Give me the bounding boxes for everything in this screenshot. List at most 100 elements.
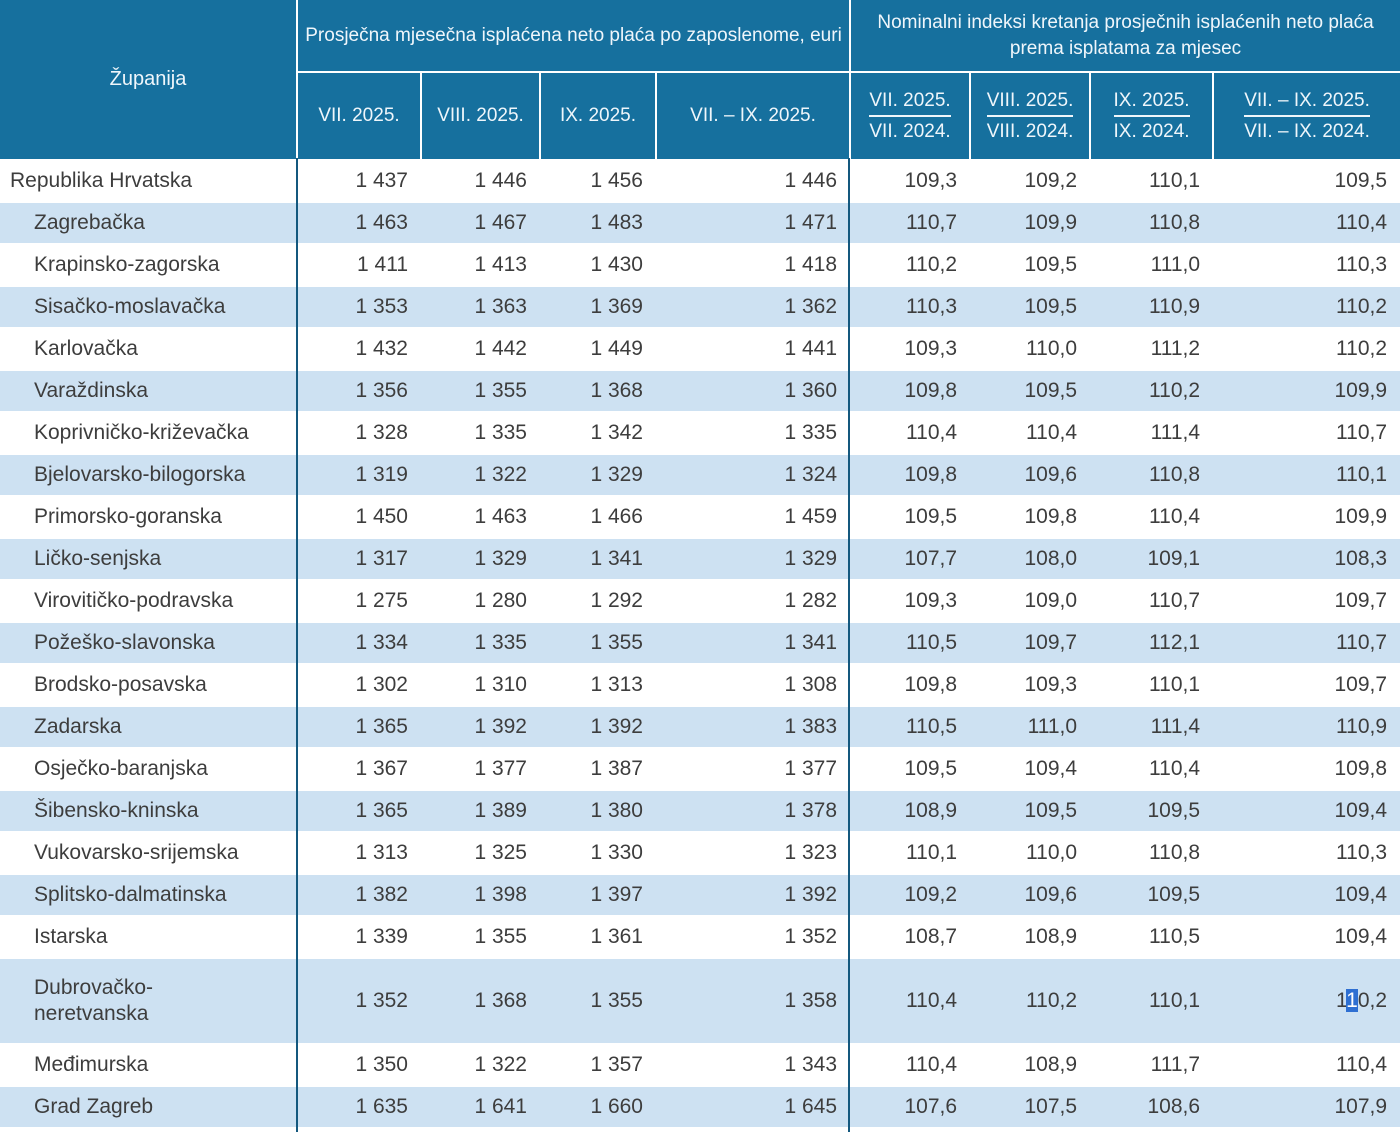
- index-denominator: VIII. 2024.: [986, 120, 1074, 142]
- salary-value: 1 392: [421, 705, 540, 749]
- salary-value: 1 357: [540, 1043, 656, 1087]
- salary-value: 1 275: [297, 579, 421, 623]
- index-denominator: VII. – IX. 2024.: [1244, 120, 1370, 142]
- salary-value: 1 322: [421, 1043, 540, 1087]
- salary-value: 1 335: [656, 411, 851, 455]
- salary-value: 1 483: [540, 201, 656, 245]
- index-value: 110,9: [1090, 285, 1214, 329]
- index-value: 110,1: [1213, 453, 1400, 497]
- salary-value: 1 342: [540, 411, 656, 455]
- index-value: 108,3: [1213, 537, 1400, 581]
- salary-value: 1 459: [656, 495, 851, 539]
- index-value: 110,7: [850, 201, 971, 245]
- salary-value: 1 341: [656, 621, 851, 665]
- salary-value: 1 442: [421, 327, 540, 371]
- county-name: Šibensko-kninska: [0, 789, 297, 833]
- table-row: Koprivničko-križevačka 1 328 1 335 1 342 1 3…: [0, 411, 1400, 455]
- index-value: 110,2: [970, 957, 1091, 1045]
- salary-value: 1 352: [656, 915, 851, 959]
- index-value: 111,4: [1090, 411, 1214, 455]
- text-selection: 1: [1346, 989, 1358, 1012]
- salary-value: 1 323: [656, 831, 851, 875]
- index-value: 110,2: [1213, 957, 1400, 1045]
- salary-value: 1 382: [297, 873, 421, 917]
- salary-value: 1 343: [656, 1043, 851, 1087]
- index-value: 107,6: [850, 1085, 971, 1129]
- table-row: Karlovačka 1 432 1 442 1 449 1 441 109,3 110,0…: [0, 327, 1400, 371]
- salary-value: 1 353: [297, 285, 421, 329]
- index-value: 109,7: [1213, 663, 1400, 707]
- salary-value: 1 378: [656, 789, 851, 833]
- county-name: Požeško-slavonska: [0, 621, 297, 665]
- index-value: 112,1: [1090, 621, 1214, 665]
- salary-value: 1 324: [656, 453, 851, 497]
- index-numerator: VIII. 2025.: [986, 90, 1074, 117]
- salary-value: 1 317: [297, 537, 421, 581]
- salary-value: 1 352: [297, 957, 421, 1045]
- index-value: 110,1: [1090, 663, 1214, 707]
- county-name: Vukovarsko-srijemska: [0, 831, 297, 875]
- county-name: Zadarska: [0, 705, 297, 749]
- header-group-salary: Prosječna mjesečna isplaćena neto plaća …: [295, 0, 851, 73]
- salary-value: 1 437: [297, 159, 421, 203]
- salary-value: 1 368: [540, 369, 656, 413]
- index-value: 110,4: [850, 411, 971, 455]
- table-row: Zadarska 1 365 1 392 1 392 1 383 110,5 111,0 11…: [0, 705, 1400, 749]
- index-value: 108,9: [970, 915, 1091, 959]
- salary-value: 1 369: [540, 285, 656, 329]
- table-row: Ličko-senjska 1 317 1 329 1 341 1 329 107,7 10…: [0, 537, 1400, 581]
- index-value: 110,4: [1213, 1043, 1400, 1087]
- salary-value: 1 313: [540, 663, 656, 707]
- salary-value: 1 392: [656, 873, 851, 917]
- salary-value: 1 329: [540, 453, 656, 497]
- county-name: Brodsko-posavska: [0, 663, 297, 707]
- index-value: 107,9: [1213, 1085, 1400, 1129]
- subheader-month-jul-sep: VII. – IX. 2025.: [654, 72, 851, 160]
- table-row: Zagrebačka 1 463 1 467 1 483 1 471 110,7 109,9…: [0, 201, 1400, 245]
- salary-value: 1 368: [421, 957, 540, 1045]
- index-value: 109,3: [970, 663, 1091, 707]
- index-value: 110,4: [1090, 495, 1214, 539]
- index-value: 109,4: [970, 747, 1091, 791]
- salary-value: 1 466: [540, 495, 656, 539]
- salary-value: 1 356: [297, 369, 421, 413]
- table-row: Primorsko-goranska 1 450 1 463 1 466 1 459 10…: [0, 495, 1400, 539]
- salary-value: 1 335: [421, 621, 540, 665]
- salary-value: 1 450: [297, 495, 421, 539]
- salary-value: 1 387: [540, 747, 656, 791]
- index-value: 109,9: [1213, 369, 1400, 413]
- salary-value: 1 449: [540, 327, 656, 371]
- index-value: 110,2: [1213, 327, 1400, 371]
- salary-value: 1 446: [421, 159, 540, 203]
- salary-value: 1 361: [540, 915, 656, 959]
- index-denominator: VII. 2024.: [869, 120, 951, 142]
- table-row: Vukovarsko-srijemska 1 313 1 325 1 330 1 323…: [0, 831, 1400, 875]
- index-value: 109,5: [1213, 159, 1400, 203]
- salary-value: 1 446: [656, 159, 851, 203]
- index-value: 109,8: [850, 453, 971, 497]
- index-value: 109,5: [970, 285, 1091, 329]
- index-value: 109,4: [1213, 789, 1400, 833]
- index-value: 109,5: [1090, 873, 1214, 917]
- salary-value: 1 350: [297, 1043, 421, 1087]
- salary-value: 1 411: [297, 243, 421, 287]
- salary-value: 1 292: [540, 579, 656, 623]
- county-name: Zagrebačka: [0, 201, 297, 245]
- salary-value: 1 355: [540, 621, 656, 665]
- salary-value: 1 377: [421, 747, 540, 791]
- table-row: Varaždinska 1 356 1 355 1 368 1 360 109,8 109,…: [0, 369, 1400, 413]
- index-value: 110,5: [850, 621, 971, 665]
- index-value: 110,1: [1090, 957, 1214, 1045]
- county-name: Dubrovačko-neretvanska: [0, 957, 297, 1045]
- index-value: 109,3: [850, 579, 971, 623]
- salary-value: 1 397: [540, 873, 656, 917]
- salary-value: 1 418: [656, 243, 851, 287]
- index-value: 110,1: [850, 831, 971, 875]
- index-numerator: IX. 2025.: [1113, 90, 1190, 117]
- index-value: 109,8: [850, 663, 971, 707]
- county-name: Karlovačka: [0, 327, 297, 371]
- table-row: Osječko-baranjska 1 367 1 377 1 387 1 377 109…: [0, 747, 1400, 791]
- salary-value: 1 365: [297, 705, 421, 749]
- salary-value: 1 383: [656, 705, 851, 749]
- subheader-index-aug: VIII. 2025. VIII. 2024.: [969, 72, 1091, 160]
